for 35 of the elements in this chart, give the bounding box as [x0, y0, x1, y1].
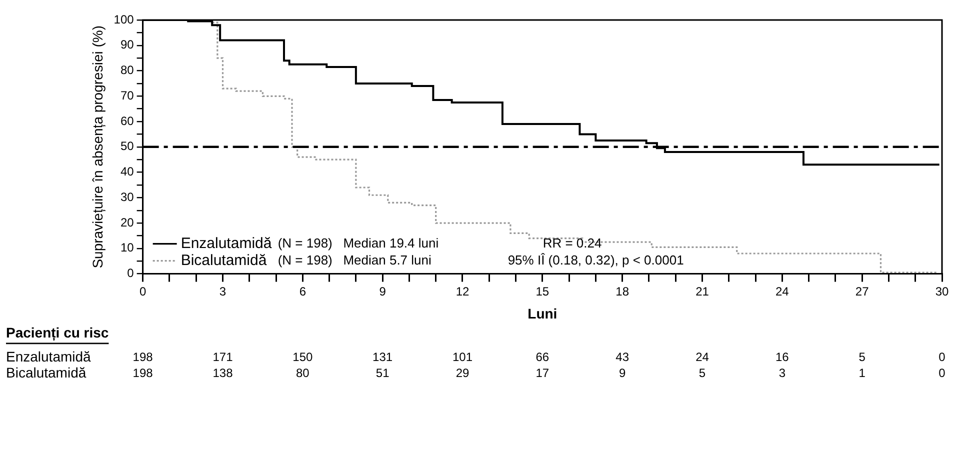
legend-label: Enzalutamidă: [180, 234, 272, 252]
y-tick-label: 90: [120, 38, 134, 52]
text: Pacienți cu risc: [6, 324, 109, 342]
x-tick-label: 15: [536, 284, 550, 298]
y-tick-label: 0: [127, 266, 134, 280]
x-tick-label: 9: [379, 284, 386, 298]
x-tick-label: 12: [456, 284, 470, 298]
y-tick-label: 50: [120, 139, 134, 154]
x-tick-label: 24: [775, 284, 790, 298]
y-tick-label: 10: [120, 240, 134, 255]
y-axis-title: Supraviețuire în absența progresiei (%): [89, 26, 106, 268]
legend-label: Bicalutamidă: [180, 252, 268, 269]
x-tick-label: 3: [219, 284, 226, 298]
x-tick-label: 6: [299, 284, 306, 298]
annotation: (N = 198) Median 5.7 luni: [278, 252, 432, 268]
text: Enzalutamidă: [6, 348, 92, 365]
x-tick-label: 27: [855, 284, 870, 298]
text: Bicalutamidă: [6, 364, 86, 381]
x-tick-label: 21: [696, 284, 710, 298]
y-tick-label: 70: [120, 88, 134, 102]
annotation: RR = 0.24: [542, 235, 602, 250]
y-tick-label: 100: [114, 12, 134, 26]
y-tick-label: 20: [120, 215, 134, 230]
y-tick-label: 80: [120, 63, 134, 78]
y-tick-label: 30: [120, 190, 134, 204]
x-tick-label: 0: [139, 284, 146, 298]
y-tick-label: 40: [120, 164, 134, 179]
annotation: (N = 198) Median 19.4 luni: [278, 235, 439, 250]
x-axis-title: Luni: [528, 305, 558, 322]
x-tick-label: 18: [616, 284, 630, 298]
text: 198 171 150 131 101 66 43 24 16 5 0: [132, 350, 946, 364]
y-tick-label: 60: [120, 114, 134, 128]
text: 198 138 80 51 29 17 9 5 3 1 0: [132, 366, 946, 380]
annotation: 95% IÎ (0.18, 0.32), p < 0.0001: [508, 252, 684, 268]
x-tick-label: 30: [935, 284, 949, 298]
